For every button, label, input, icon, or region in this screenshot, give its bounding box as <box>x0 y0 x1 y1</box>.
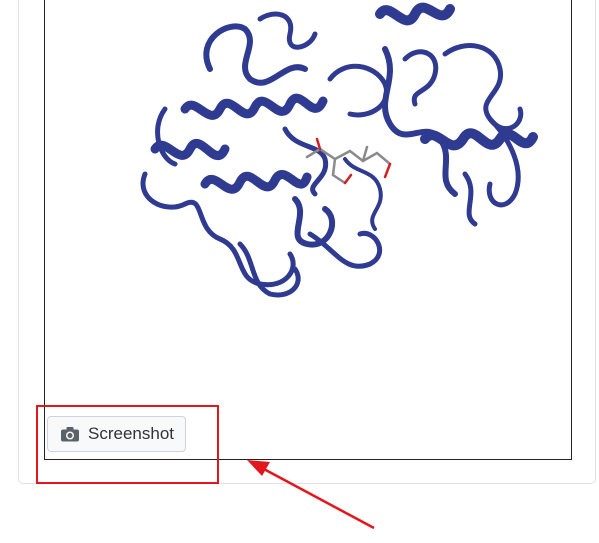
ribbon-loop <box>343 157 383 231</box>
camera-icon <box>60 426 80 442</box>
ribbon-loop <box>486 116 521 208</box>
ribbon-loop <box>282 126 329 197</box>
screenshot-button-label: Screenshot <box>88 424 174 443</box>
annotation-highlight-box <box>36 405 219 484</box>
ribbon-loop <box>442 43 524 132</box>
ribbon-loop <box>237 241 301 298</box>
molecule-viewer[interactable] <box>44 0 572 460</box>
ribbon-loop <box>140 171 296 288</box>
ribbon-loop <box>155 106 178 167</box>
ribbon-helix <box>150 139 230 160</box>
ribbon-helix <box>180 93 328 120</box>
ribbon-loop <box>292 196 336 248</box>
ribbon-loop <box>307 230 383 269</box>
ribbon-loop <box>327 63 390 118</box>
ribbon-loop <box>382 46 458 197</box>
ligand <box>305 137 392 185</box>
ribbon-loop <box>402 49 439 107</box>
protein-structure-render <box>140 2 538 298</box>
ribbon-loop <box>203 23 308 86</box>
ribbon-helix <box>420 128 538 151</box>
ribbon-helix <box>375 2 455 26</box>
ribbon-loop <box>462 171 478 227</box>
ribbon-helix <box>200 170 312 194</box>
ribbon-loop <box>257 11 318 50</box>
screenshot-button[interactable]: Screenshot <box>47 416 186 452</box>
